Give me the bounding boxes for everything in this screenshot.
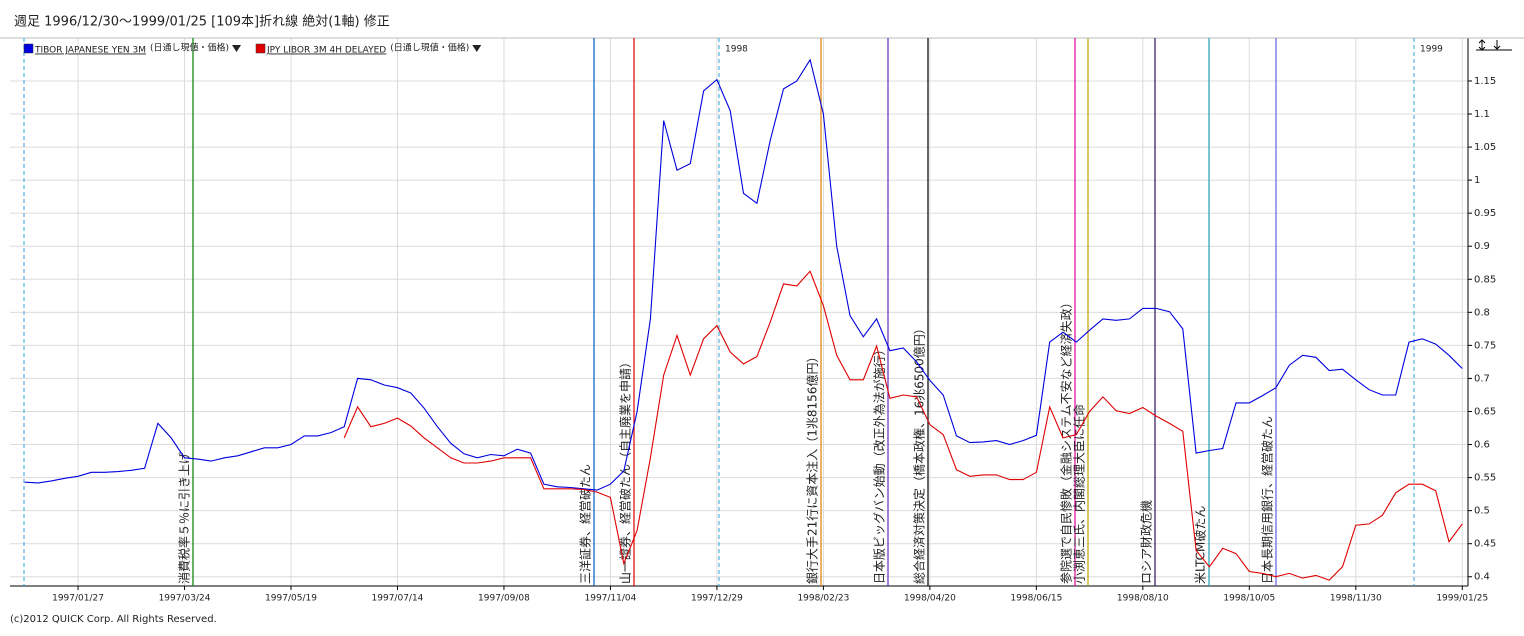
event-label: ロシア財政危機	[1139, 500, 1154, 584]
series-line	[343, 270, 1463, 581]
scale-icons[interactable]	[1476, 39, 1512, 51]
y-tick-label: 1	[1474, 175, 1480, 186]
x-tick-label: 1997/12/29	[691, 594, 743, 604]
event-label: 参院選で自民惨敗（金融システム不安など経済失政）	[1059, 296, 1074, 584]
event-label: 日本版ビッグバン始動（改正外為法が施行）	[872, 343, 887, 584]
y-tick-label: 0.9	[1474, 241, 1490, 252]
x-tick-label: 1997/05/19	[265, 594, 317, 604]
x-tick-label: 1997/11/04	[585, 594, 637, 604]
y-tick-label: 0.5	[1474, 506, 1490, 517]
x-tick-label: 1999/01/25	[1436, 594, 1488, 604]
event-label: 消費税率５％に引き上げ	[177, 452, 192, 584]
event-label: 小渕恵三氏、内閣総理大臣に任命	[1072, 404, 1087, 584]
y-tick-label: 1.05	[1474, 142, 1496, 153]
footer: (c)2012 QUICK Corp. All Rights Reserved.	[10, 614, 217, 625]
x-tick-label: 1998/11/30	[1330, 594, 1382, 604]
event-label: 三洋証券、経営破たん	[578, 464, 593, 584]
x-tick-label: 1998/02/23	[797, 594, 849, 604]
y-tick-label: 0.6	[1474, 440, 1490, 451]
legend-swatch[interactable]	[23, 43, 34, 54]
legend-dropdown[interactable]	[472, 45, 482, 52]
legend-suffix[interactable]: (日通し現値・価格)	[390, 42, 469, 54]
y-tick-label: 0.95	[1474, 208, 1496, 219]
legend-item[interactable]: TIBOR JAPANESE YEN 3M (日通し現値・価格)	[23, 42, 242, 56]
y-tick-label: 1.15	[1474, 76, 1496, 87]
y-tick-label: 0.85	[1474, 274, 1496, 285]
event-label: 銀行大手21行に資本注入（1兆8156億円）	[805, 351, 820, 584]
year-label: 1999	[1420, 45, 1443, 55]
legend-suffix[interactable]: (日通し現値・価格)	[150, 42, 229, 54]
legend-item[interactable]: JPY LIBOR 3M 4H DELAYED (日通し現値・価格)	[255, 42, 482, 56]
x-tick-label: 1997/01/27	[52, 594, 104, 604]
x-tick-label: 1998/06/15	[1010, 594, 1062, 604]
x-tick-label: 1997/09/08	[478, 594, 530, 604]
y-tick-label: 0.55	[1474, 473, 1496, 484]
x-tick-label: 1998/04/20	[904, 594, 956, 604]
event-label: 日本長期信用銀行、経営破たん	[1260, 416, 1275, 584]
year-label: 1998	[725, 45, 748, 55]
y-tick-label: 0.45	[1474, 539, 1496, 550]
y-tick-label: 0.7	[1474, 373, 1490, 384]
legend-dropdown[interactable]	[232, 45, 242, 52]
x-tick-label: 1998/08/10	[1117, 594, 1169, 604]
event-label: 米LTCM破たん	[1193, 506, 1208, 584]
legend-label[interactable]: JPY LIBOR 3M 4H DELAYED	[266, 46, 386, 56]
y-tick-label: 0.75	[1474, 340, 1496, 351]
event-label: 総合経済対策決定（橋本政権、16兆6500億円）	[912, 322, 927, 584]
series-line	[24, 58, 1463, 491]
chart-title: 週足 1996/12/30～1999/01/25 [109本]折れ線 絶対(1軸…	[14, 14, 390, 30]
x-tick-label: 1997/03/24	[159, 594, 211, 604]
event-label: 山一證券、経営破たん（自主廃業を申請）	[618, 356, 633, 584]
y-tick-label: 0.8	[1474, 307, 1490, 318]
x-tick-label: 1997/07/14	[372, 594, 424, 604]
x-tick-label: 1998/10/05	[1223, 594, 1275, 604]
legend-swatch[interactable]	[255, 43, 266, 54]
y-tick-label: 0.4	[1474, 572, 1490, 583]
y-tick-label: 1.1	[1474, 109, 1490, 120]
y-tick-label: 0.65	[1474, 406, 1496, 417]
legend-label[interactable]: TIBOR JAPANESE YEN 3M	[34, 46, 146, 56]
